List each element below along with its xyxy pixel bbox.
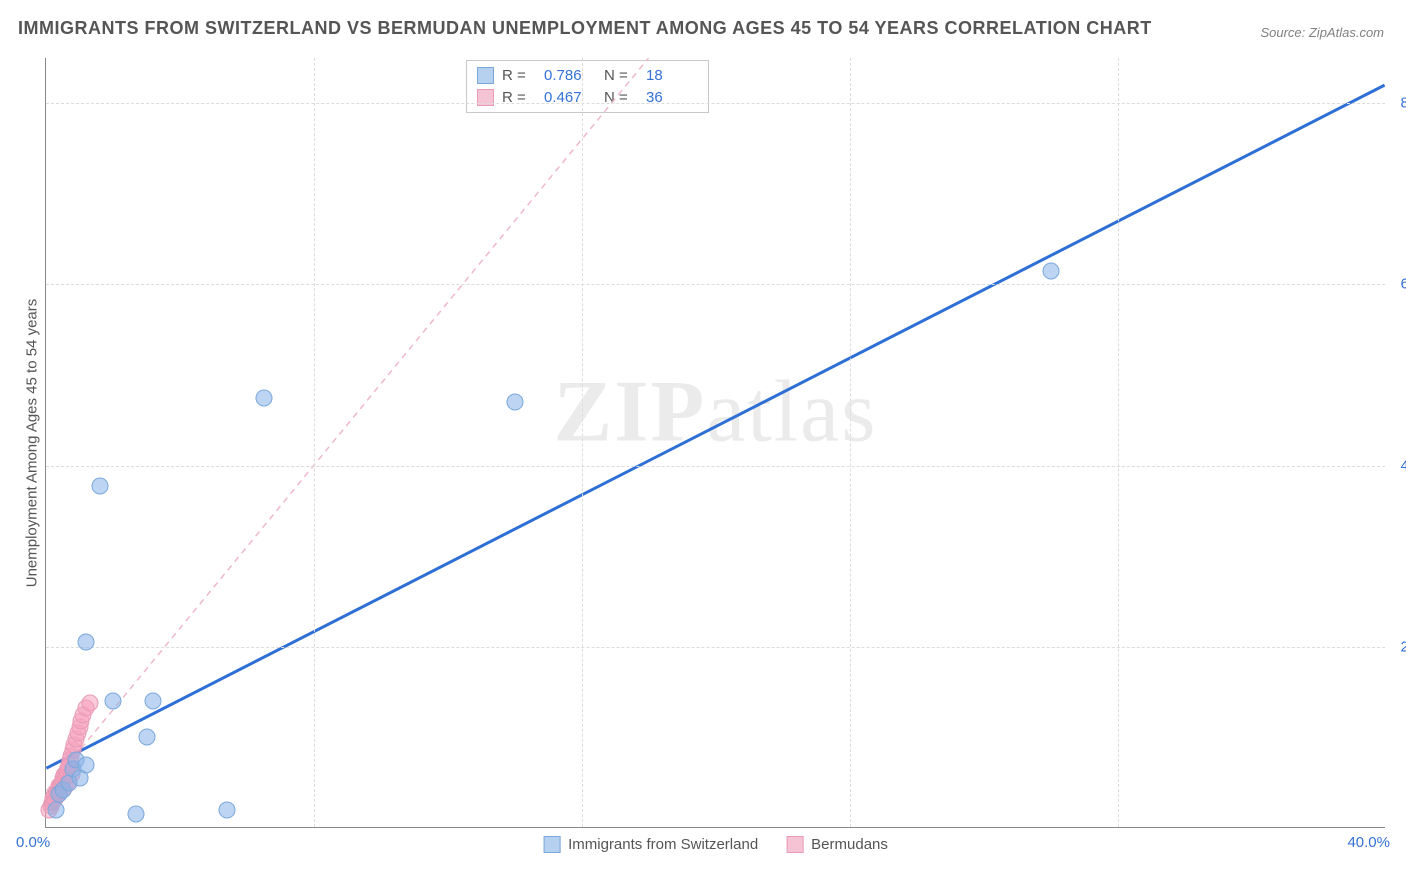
- legend-r-blue: 0.786: [544, 67, 596, 84]
- gridline-h: [46, 647, 1385, 648]
- data-point: [1043, 262, 1060, 279]
- x-tick-label: 0.0%: [16, 834, 50, 851]
- data-point: [145, 693, 162, 710]
- data-point: [78, 756, 95, 773]
- data-point: [81, 694, 98, 711]
- legend-item-pink: Bermudans: [786, 836, 888, 853]
- swatch-blue-icon: [477, 67, 494, 84]
- legend-label-pink: Bermudans: [811, 836, 888, 853]
- gridline-v: [582, 58, 583, 827]
- y-axis-title: Unemployment Among Ages 45 to 54 years: [24, 298, 41, 587]
- legend-n-label: N =: [604, 67, 638, 84]
- legend-row-pink: R = 0.467 N = 36: [477, 86, 698, 108]
- legend-item-blue: Immigrants from Switzerland: [543, 836, 758, 853]
- gridline-v: [1118, 58, 1119, 827]
- watermark-thin: atlas: [706, 363, 877, 460]
- legend-r-label: R =: [502, 67, 536, 84]
- swatch-blue-icon: [543, 836, 560, 853]
- gridline-v: [850, 58, 851, 827]
- y-tick-label: 80.0%: [1391, 95, 1406, 112]
- data-point: [78, 634, 95, 651]
- chart-title: IMMIGRANTS FROM SWITZERLAND VS BERMUDAN …: [18, 18, 1152, 39]
- legend-label-blue: Immigrants from Switzerland: [568, 836, 758, 853]
- legend-series: Immigrants from Switzerland Bermudans: [543, 836, 888, 853]
- legend-correlation: R = 0.786 N = 18 R = 0.467 N = 36: [466, 60, 709, 113]
- data-point: [128, 806, 145, 823]
- swatch-pink-icon: [786, 836, 803, 853]
- watermark: ZIPatlas: [554, 361, 878, 462]
- gridline-h: [46, 284, 1385, 285]
- trendline: [46, 85, 1384, 768]
- watermark-bold: ZIP: [554, 363, 707, 460]
- data-point: [255, 389, 272, 406]
- y-tick-label: 20.0%: [1391, 638, 1406, 655]
- data-point: [105, 693, 122, 710]
- data-point: [91, 477, 108, 494]
- legend-n-blue: 18: [646, 67, 698, 84]
- legend-row-blue: R = 0.786 N = 18: [477, 64, 698, 86]
- plot-area: Unemployment Among Ages 45 to 54 years Z…: [45, 58, 1385, 828]
- y-tick-label: 60.0%: [1391, 276, 1406, 293]
- trendlines-svg: [46, 58, 1385, 827]
- gridline-v: [314, 58, 315, 827]
- data-point: [507, 394, 524, 411]
- data-point: [48, 801, 65, 818]
- source-label: Source: ZipAtlas.com: [1260, 25, 1384, 40]
- gridline-h: [46, 466, 1385, 467]
- data-point: [218, 801, 235, 818]
- data-point: [138, 729, 155, 746]
- x-tick-label: 40.0%: [1347, 834, 1390, 851]
- trendline: [46, 58, 648, 791]
- y-tick-label: 40.0%: [1391, 457, 1406, 474]
- gridline-h: [46, 103, 1385, 104]
